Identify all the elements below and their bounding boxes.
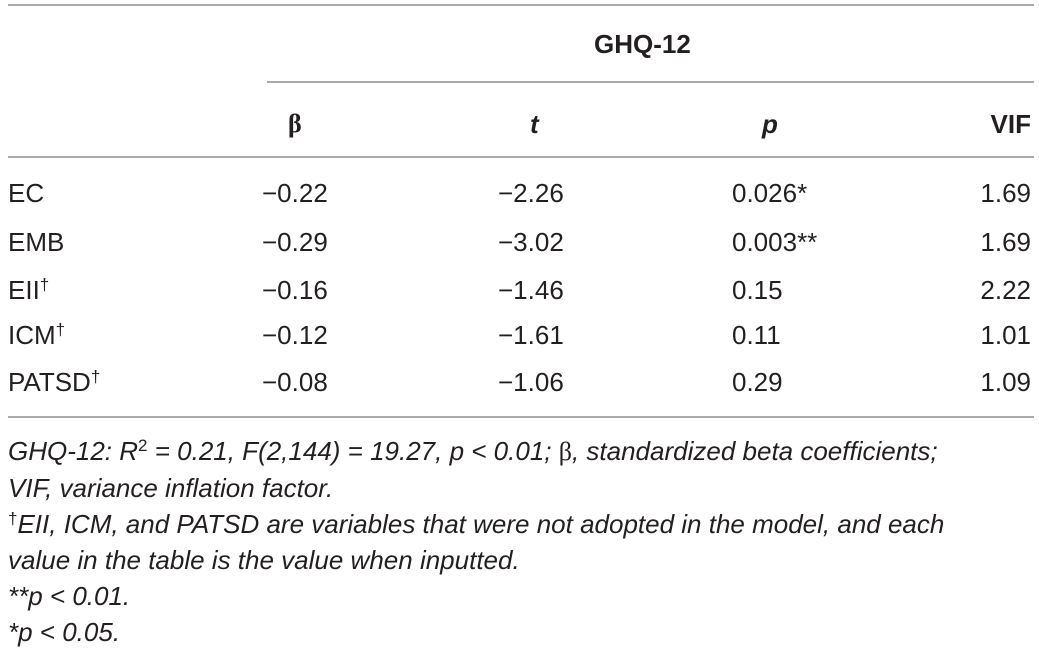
p-value: 0.15: [732, 275, 783, 305]
beta-value: −0.22: [262, 178, 328, 208]
footnote-dagger-continued: value in the table is the value when inp…: [8, 545, 520, 575]
vif-value: 1.69: [980, 227, 1031, 257]
group-header-ghq12: GHQ-12: [594, 29, 691, 59]
footnote-dagger: †EII, ICM, and PATSD are variables that …: [8, 509, 945, 539]
column-header-beta: β: [288, 109, 302, 138]
vif-value: 1.09: [980, 367, 1031, 397]
vif-value: 1.01: [980, 320, 1031, 350]
t-value: −2.26: [498, 178, 564, 208]
group-rule: [267, 81, 1034, 83]
header-rule: [8, 156, 1034, 158]
column-header-p: p: [762, 109, 778, 139]
footnote-single-star: *p < 0.05.: [8, 617, 121, 647]
row-label: ICM†: [8, 320, 66, 350]
beta-value: −0.29: [262, 227, 328, 257]
bottom-rule: [8, 416, 1034, 418]
table-footnotes: GHQ-12: R2 = 0.21, F(2,144) = 19.27, p <…: [8, 433, 1038, 650]
row-label: EII†: [8, 275, 50, 305]
vif-value: 1.69: [980, 178, 1031, 208]
t-value: −1.06: [498, 367, 564, 397]
beta-value: −0.12: [262, 320, 328, 350]
t-value: −1.61: [498, 320, 564, 350]
p-value: 0.29: [732, 367, 783, 397]
p-value: 0.11: [732, 320, 781, 350]
vif-value: 2.22: [980, 275, 1031, 305]
top-rule: [8, 4, 1034, 6]
t-value: −3.02: [498, 227, 564, 257]
row-label: PATSD†: [8, 367, 101, 397]
beta-value: −0.16: [262, 275, 328, 305]
p-value: 0.026*: [732, 178, 808, 208]
footnote-vif-definition: VIF, variance inflation factor.: [8, 473, 334, 503]
row-label: EMB: [8, 227, 65, 257]
row-label: EC: [8, 178, 45, 208]
p-value: 0.003**: [732, 227, 818, 257]
footnote-double-star: **p < 0.01.: [8, 581, 131, 611]
t-value: −1.46: [498, 275, 564, 305]
column-header-vif: VIF: [990, 109, 1031, 139]
column-header-t: t: [530, 109, 539, 139]
beta-value: −0.08: [262, 367, 328, 397]
footnote-model-stats: GHQ-12: R2 = 0.21, F(2,144) = 19.27, p <…: [8, 436, 938, 466]
